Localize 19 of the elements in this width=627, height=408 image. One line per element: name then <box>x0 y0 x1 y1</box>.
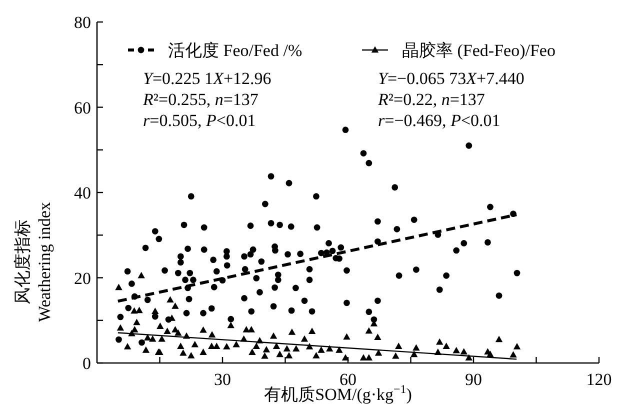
y-tick-label: 20 <box>74 268 91 288</box>
x-tick-label: 30 <box>214 370 231 389</box>
y-tick-label: 40 <box>74 184 91 202</box>
y-tick-label: 80 <box>74 13 91 32</box>
legend-item: 晶胶率 (Fed-Feo)/Feo <box>362 41 556 60</box>
legend-label: 晶胶率 (Fed-Feo)/Feo <box>402 41 556 60</box>
annotation: r=0.505, P<0.01 <box>143 111 256 130</box>
annotation: R²=0.22, n=137 <box>377 90 486 109</box>
legend-item: 活化度 Feo/Fed /% <box>128 41 302 60</box>
y-tick-label: 0 <box>82 354 91 373</box>
annotation: Y=−0.065 73X+7.440 <box>378 69 524 88</box>
x-tick-label: 90 <box>465 370 482 389</box>
annotation: r=−0.469, P<0.01 <box>378 111 500 130</box>
x-tick-label: 120 <box>586 370 612 389</box>
legend-label: 活化度 Feo/Fed /% <box>168 41 302 60</box>
annotation: R²=0.255, n=137 <box>142 90 259 109</box>
annotation: Y=0.225 1X+12.96 <box>143 69 272 88</box>
y-tick-label: 60 <box>74 98 91 118</box>
y-axis-title: 风化度指标 Weathering index <box>13 202 54 322</box>
